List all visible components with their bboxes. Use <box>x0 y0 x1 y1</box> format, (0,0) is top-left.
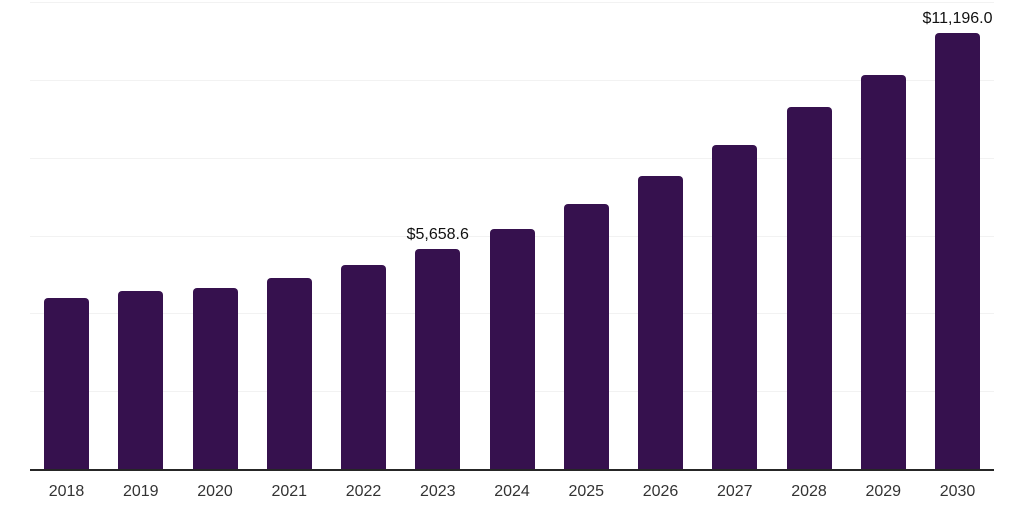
plot-area: $5,658.6 $11,196.0 <box>30 2 994 469</box>
x-tick-label-2025: 2025 <box>568 483 605 500</box>
x-tick-label-2027: 2027 <box>716 483 753 500</box>
x-tick-label-2021: 2021 <box>271 483 308 500</box>
bar-2025[interactable] <box>563 204 609 469</box>
x-tick-label-2024: 2024 <box>494 483 530 500</box>
bar-2022[interactable] <box>341 265 386 469</box>
x-tick-label-2029: 2029 <box>865 483 902 500</box>
bar-2019[interactable] <box>118 290 164 469</box>
x-axis-tick-labels: 2018 2019 2020 2021 2022 2023 2024 2025 2026 2027… <box>30 482 994 502</box>
bar-2028[interactable] <box>786 107 832 469</box>
x-tick-label-2026: 2026 <box>642 483 679 500</box>
x-tick-label-2023: 2023 <box>419 483 456 500</box>
bar-2029[interactable] <box>860 74 906 469</box>
bar-2021[interactable] <box>266 277 312 469</box>
x-axis-line <box>30 469 994 471</box>
gridline-12000 <box>30 2 994 3</box>
x-tick-label-2030: 2030 <box>939 483 976 500</box>
gridline-10000 <box>30 79 994 81</box>
x-tick-label-2028: 2028 <box>791 483 827 500</box>
bar-2027[interactable] <box>712 145 758 469</box>
bar-2018[interactable] <box>44 298 89 469</box>
x-tick-label-2019: 2019 <box>122 483 159 500</box>
bar-2030[interactable] <box>935 33 980 469</box>
bar-2024[interactable] <box>489 229 535 469</box>
x-tick-label-2022: 2022 <box>345 483 382 500</box>
x-tick-label-2018: 2018 <box>48 483 85 500</box>
bar-2023[interactable] <box>415 248 461 469</box>
bar-2026[interactable] <box>638 175 683 469</box>
value-label-2023: $5,658.6 <box>406 225 469 243</box>
gridline-8000 <box>30 157 994 159</box>
x-tick-label-2020: 2020 <box>197 483 233 500</box>
value-label-2030: $11,196.0 <box>922 10 993 28</box>
bar-2020[interactable] <box>192 288 238 469</box>
